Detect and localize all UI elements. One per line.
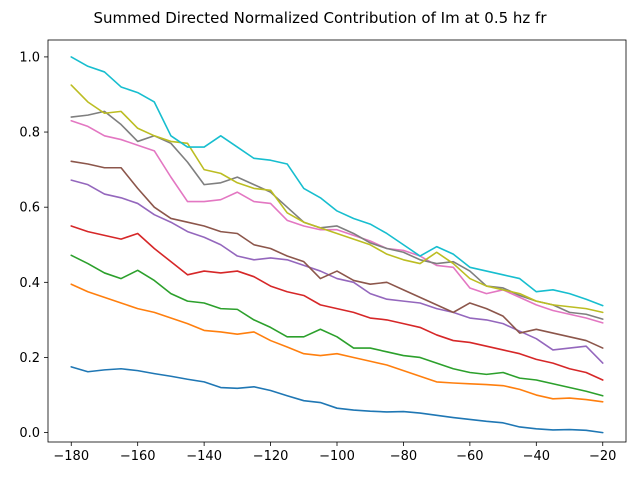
x-tick-label: −160 — [120, 449, 156, 464]
series-line-4 — [70, 225, 604, 381]
series-layer — [70, 56, 604, 434]
series-line-7 — [70, 119, 604, 324]
chart-title: Summed Directed Normalized Contribution … — [93, 9, 547, 27]
series-line-5 — [70, 179, 604, 364]
axes-layer: −180 −160 −140 −120 −100 −80 −60 −40 −20 0.0 0.2 0.… — [19, 39, 627, 464]
series-line-6 — [70, 160, 604, 349]
y-tick-label: 0.0 — [19, 426, 40, 441]
plot-area: −180 −160 −140 −120 −100 −80 −60 −40 −20 0.0 0.2 0.… — [19, 39, 627, 464]
x-tick-label: −80 — [390, 449, 417, 464]
x-tick-label: −60 — [456, 449, 483, 464]
x-tick-label: −100 — [319, 449, 355, 464]
y-tick-label: 0.2 — [19, 351, 40, 366]
y-tick-label: 0.8 — [19, 126, 40, 141]
series-line-10 — [70, 56, 604, 307]
x-tick-label: −180 — [53, 449, 89, 464]
series-line-9 — [70, 84, 604, 314]
y-tick-label: 0.6 — [19, 201, 40, 216]
series-line-2 — [70, 283, 604, 403]
x-tick-label: −140 — [186, 449, 222, 464]
x-tick-label: −40 — [523, 449, 550, 464]
y-tick-label: 1.0 — [19, 50, 40, 65]
y-tick-label: 0.4 — [19, 276, 40, 291]
series-line-3 — [70, 254, 604, 397]
x-tick-label: −120 — [253, 449, 289, 464]
x-tick-label: −20 — [589, 449, 616, 464]
series-line-1 — [70, 366, 604, 434]
